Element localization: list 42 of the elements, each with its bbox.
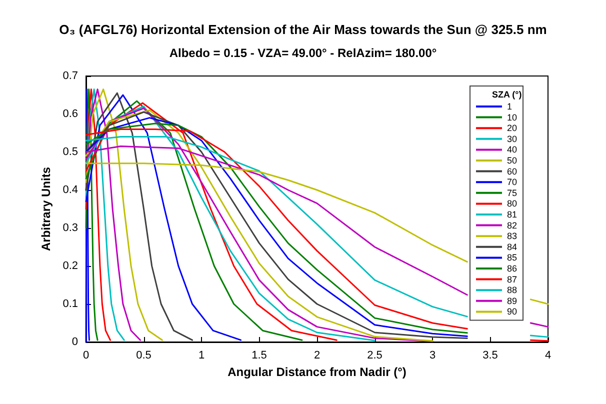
legend-label: 83 — [507, 231, 518, 242]
legend-label: 82 — [507, 220, 518, 230]
x-tick-label: 0 — [82, 350, 90, 362]
legend-label: 86 — [507, 264, 518, 274]
y-tick-label: 0.1 — [62, 298, 78, 310]
y-tick-label: 0.2 — [62, 260, 78, 272]
legend-label: 75 — [507, 188, 518, 198]
legend-label: 20 — [507, 123, 518, 134]
legend-label: 90 — [507, 306, 518, 317]
legend-label: 89 — [507, 296, 518, 306]
legend-label: 85 — [507, 252, 518, 263]
legend-label: 81 — [507, 210, 518, 220]
legend-label: 80 — [507, 198, 518, 209]
y-tick-label: 0 — [72, 336, 78, 348]
y-tick-label: 0.7 — [62, 70, 78, 82]
y-tick-label: 0.4 — [62, 184, 78, 196]
x-tick-label: 3.5 — [482, 350, 498, 362]
legend-label: 60 — [507, 166, 518, 176]
y-tick-label: 0.6 — [62, 108, 78, 120]
y-tick-label: 0.5 — [62, 146, 78, 158]
x-tick-label: 3 — [429, 350, 436, 362]
legend-label: 30 — [507, 134, 518, 144]
y-tick-label: 0.3 — [62, 222, 78, 234]
legend-label: 70 — [507, 177, 518, 188]
y-axis-title: Arbitrary Units — [38, 166, 53, 252]
legend-label: 87 — [507, 274, 518, 284]
x-axis-title: Angular Distance from Nadir (°) — [228, 364, 406, 379]
legend-title: SZA (°) — [492, 90, 522, 100]
legend-label: 10 — [507, 112, 518, 122]
x-tick-label: 0.5 — [136, 350, 152, 362]
legend-label: 50 — [507, 156, 518, 166]
legend-label: 84 — [507, 242, 518, 252]
chart-title: O₃ (AFGL76) Horizontal Extension of the Air Mass towards the Sun @ 325.5 nm — [59, 22, 547, 37]
legend-label: 1 — [507, 102, 512, 112]
chart-subtitle: Albedo = 0.15 - VZA= 49.00° - RelAzim= 180.00° — [169, 46, 437, 60]
x-tick-label: 1 — [198, 350, 205, 362]
x-tick-label: 4 — [544, 350, 552, 362]
x-tick-label: 2.5 — [367, 350, 382, 362]
legend-label: 40 — [507, 144, 518, 155]
x-tick-label: 1.5 — [252, 350, 267, 362]
x-tick-label: 2 — [314, 350, 320, 362]
legend-label: 88 — [507, 285, 518, 296]
